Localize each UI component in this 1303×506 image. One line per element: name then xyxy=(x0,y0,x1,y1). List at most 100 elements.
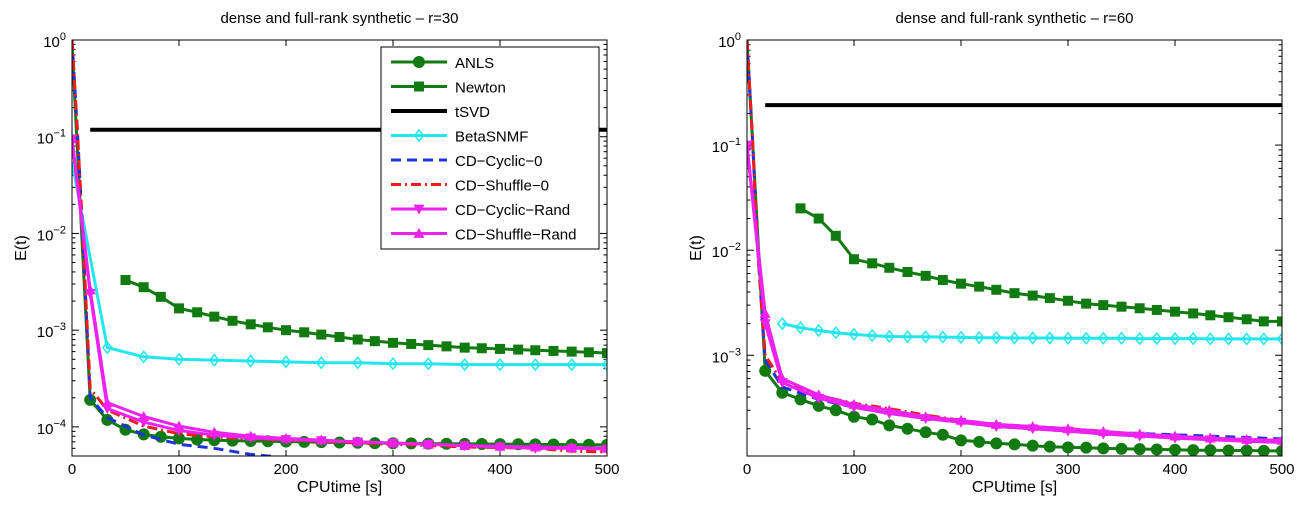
data-point-betasnmf xyxy=(883,329,895,344)
data-point-betasnmf xyxy=(1241,332,1253,346)
data-point-anls xyxy=(955,434,967,447)
data-point-newton xyxy=(974,281,985,292)
data-point-betasnmf xyxy=(1062,331,1074,346)
data-point-cd-shuffle-rand xyxy=(1134,428,1146,439)
data-point-cd-shuffle-rand xyxy=(352,436,364,447)
data-point-newton xyxy=(245,319,256,330)
data-point-betasnmf xyxy=(1009,331,1020,345)
data-point-cd-shuffle-rand xyxy=(990,418,1002,429)
data-point-newton xyxy=(830,230,841,241)
series-group xyxy=(72,40,607,456)
data-point-anls xyxy=(154,430,167,443)
data-point-betasnmf xyxy=(208,353,220,367)
x-tick-label: 300 xyxy=(1055,461,1080,478)
data-point-newton xyxy=(495,343,505,354)
axes-frame xyxy=(746,39,1283,457)
series-group xyxy=(747,40,1282,456)
data-point-betasnmf xyxy=(920,330,932,344)
data-point-cd-shuffle-rand xyxy=(813,389,825,400)
data-point-newton xyxy=(867,258,878,269)
data-point-betasnmf xyxy=(1116,331,1127,346)
data-point-betasnmf xyxy=(352,356,364,370)
data-point-cd-shuffle-rand xyxy=(776,373,788,383)
x-tick-label: 0 xyxy=(68,461,76,478)
data-point-cd-shuffle-rand xyxy=(747,139,753,150)
series-line-newton xyxy=(799,207,1282,323)
data-point-newton xyxy=(406,338,417,349)
data-point-newton xyxy=(459,342,470,353)
data-point-newton xyxy=(1241,314,1252,325)
data-point-newton xyxy=(1027,290,1038,301)
data-point-newton xyxy=(1170,306,1180,317)
data-point-betasnmf xyxy=(1134,331,1146,346)
y-tick-label: 10−1 xyxy=(37,128,66,148)
data-point-betasnmf xyxy=(173,352,185,366)
data-point-cd-shuffle-rand xyxy=(387,437,399,448)
data-point-betasnmf xyxy=(795,320,806,335)
y-tick-label: 100 xyxy=(718,31,741,51)
data-point-anls xyxy=(866,413,879,426)
legend-label-anls: ANLS xyxy=(455,55,494,72)
data-point-newton xyxy=(316,329,327,340)
data-point-betasnmf xyxy=(101,340,113,355)
series-line-newton xyxy=(124,278,607,355)
data-point-betasnmf xyxy=(990,330,1002,345)
data-point-anls xyxy=(1080,441,1093,454)
data-point-newton xyxy=(441,341,452,352)
legend-marker-newton xyxy=(414,81,424,92)
data-point-newton xyxy=(602,348,607,359)
data-point-newton xyxy=(334,331,345,342)
data-point-newton xyxy=(513,344,524,355)
data-point-betasnmf xyxy=(1276,332,1282,346)
data-point-betasnmf xyxy=(1223,332,1234,346)
data-point-newton xyxy=(352,334,363,345)
data-point-newton xyxy=(476,343,487,354)
data-point-newton xyxy=(1151,304,1162,315)
data-point-newton xyxy=(1205,310,1216,321)
data-point-anls xyxy=(829,404,842,417)
data-point-newton xyxy=(262,322,273,333)
data-point-cd-shuffle-rand xyxy=(1062,423,1074,434)
x-axis-label: CPUtime [s] xyxy=(297,479,382,496)
data-point-betasnmf xyxy=(1027,331,1039,345)
data-point-newton xyxy=(795,203,806,214)
data-point-betasnmf xyxy=(422,357,434,371)
data-point-cd-shuffle-rand xyxy=(920,411,932,422)
x-tick-label: 400 xyxy=(1162,461,1187,478)
data-point-anls xyxy=(973,435,986,448)
data-point-cd-shuffle-rand xyxy=(955,414,967,425)
data-point-newton xyxy=(530,345,541,356)
data-point-betasnmf xyxy=(1151,331,1163,346)
data-point-newton xyxy=(209,311,220,322)
data-point-betasnmf xyxy=(848,327,860,342)
data-point-betasnmf xyxy=(138,350,150,364)
legend: ANLS Newton tSVD BetaSNMF CD−Cyclic−0 CD−Shuf… xyxy=(380,46,600,250)
legend-label-cd-shuffle-rand: CD−Shuffle−Rand xyxy=(455,227,576,244)
axes-frame xyxy=(71,39,608,457)
data-point-newton xyxy=(155,291,166,302)
x-tick-label: 300 xyxy=(380,461,405,478)
data-point-betasnmf xyxy=(280,355,292,369)
data-point-betasnmf xyxy=(494,357,506,372)
data-point-anls xyxy=(1187,444,1200,456)
data-point-newton xyxy=(120,275,131,286)
y-tick-label: 10−2 xyxy=(37,224,66,244)
chart-panel-2: 0 100 200 300 400 500 100 10−1 10−2 10−3 dense and… xyxy=(688,10,1295,496)
data-point-anls xyxy=(990,437,1003,450)
data-point-betasnmf xyxy=(459,357,471,372)
data-point-cd-shuffle-rand xyxy=(245,430,257,441)
legend-label-newton: Newton xyxy=(455,80,506,97)
data-point-anls xyxy=(1008,438,1021,451)
y-axis-label: E(t) xyxy=(13,235,30,261)
data-point-newton xyxy=(1116,301,1127,312)
chart-panel-1: 0 100 200 300 400 500 100 10−1 10−2 10−3 10−4 dense… xyxy=(13,10,620,496)
legend-label-tsvd: tSVD xyxy=(455,104,490,121)
data-point-betasnmf xyxy=(973,330,985,345)
data-point-betasnmf xyxy=(902,330,913,344)
data-point-anls xyxy=(1115,442,1128,455)
data-point-cd-shuffle-rand xyxy=(566,442,578,453)
data-point-newton xyxy=(1277,316,1282,327)
data-point-newton xyxy=(902,266,913,277)
data-point-cd-shuffle-rand xyxy=(173,420,185,431)
data-point-betasnmf xyxy=(955,330,967,345)
